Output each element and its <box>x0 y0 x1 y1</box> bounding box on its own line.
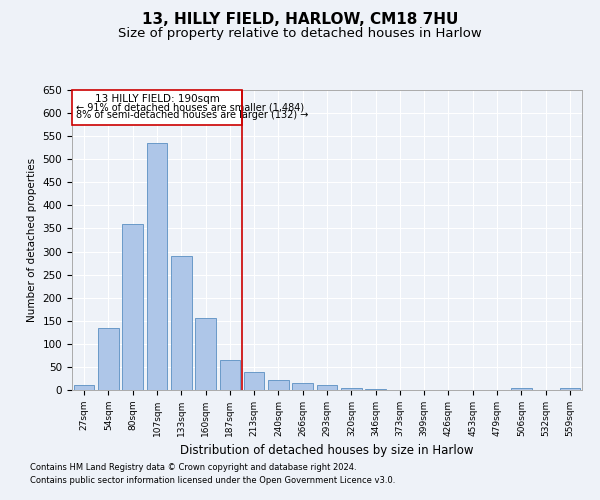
Bar <box>220 360 240 390</box>
Bar <box>74 386 94 390</box>
Bar <box>72 90 242 124</box>
Bar <box>244 372 265 390</box>
Bar <box>268 380 289 390</box>
Text: Contains HM Land Registry data © Crown copyright and database right 2024.: Contains HM Land Registry data © Crown c… <box>30 464 356 472</box>
Text: Size of property relative to detached houses in Harlow: Size of property relative to detached ho… <box>118 28 482 40</box>
Text: 13, HILLY FIELD, HARLOW, CM18 7HU: 13, HILLY FIELD, HARLOW, CM18 7HU <box>142 12 458 28</box>
Bar <box>195 318 216 390</box>
Text: Contains public sector information licensed under the Open Government Licence v3: Contains public sector information licen… <box>30 476 395 485</box>
Bar <box>146 143 167 390</box>
Bar <box>317 386 337 390</box>
Bar <box>171 256 191 390</box>
Bar <box>341 388 362 390</box>
Bar <box>122 224 143 390</box>
Text: ← 91% of detached houses are smaller (1,484): ← 91% of detached houses are smaller (1,… <box>76 102 304 112</box>
Bar <box>98 328 119 390</box>
Text: 8% of semi-detached houses are larger (132) →: 8% of semi-detached houses are larger (1… <box>76 110 308 120</box>
Y-axis label: Number of detached properties: Number of detached properties <box>27 158 37 322</box>
Text: 13 HILLY FIELD: 190sqm: 13 HILLY FIELD: 190sqm <box>95 94 220 104</box>
Bar <box>365 389 386 390</box>
Bar <box>560 388 580 390</box>
Bar <box>511 388 532 390</box>
Bar <box>292 383 313 390</box>
X-axis label: Distribution of detached houses by size in Harlow: Distribution of detached houses by size … <box>180 444 474 458</box>
